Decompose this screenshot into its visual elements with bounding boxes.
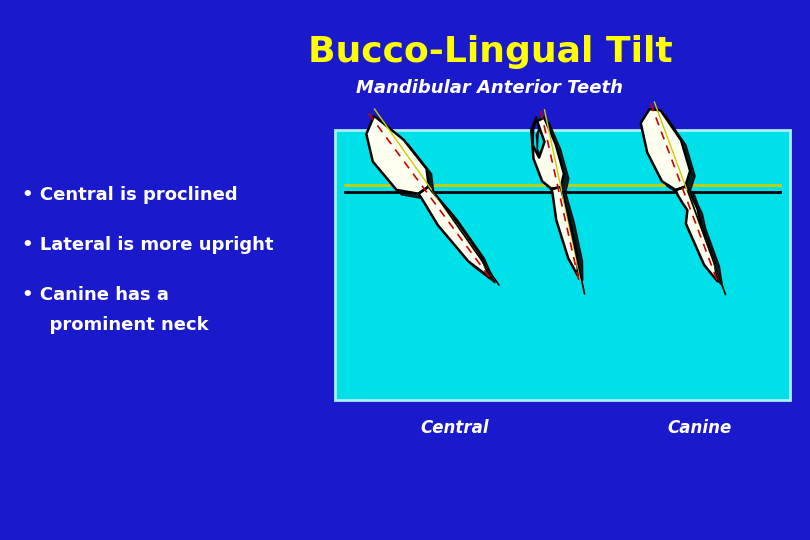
Text: Canine: Canine xyxy=(668,419,732,437)
Text: Bucco-Lingual Tilt: Bucco-Lingual Tilt xyxy=(308,35,672,69)
Polygon shape xyxy=(676,187,718,281)
Polygon shape xyxy=(531,117,564,189)
Text: prominent neck: prominent neck xyxy=(37,316,209,334)
Text: Mandibular Anterior Teeth: Mandibular Anterior Teeth xyxy=(356,79,624,97)
Polygon shape xyxy=(641,109,690,190)
Polygon shape xyxy=(552,187,578,275)
Polygon shape xyxy=(556,192,582,281)
Text: • Central is proclined: • Central is proclined xyxy=(22,186,237,204)
Text: • Canine has a: • Canine has a xyxy=(22,286,168,304)
Polygon shape xyxy=(536,123,569,194)
Polygon shape xyxy=(424,192,495,283)
Text: Central: Central xyxy=(420,419,489,437)
Polygon shape xyxy=(371,121,433,199)
Polygon shape xyxy=(366,116,428,194)
Polygon shape xyxy=(680,192,723,286)
Text: • Lateral is more upright: • Lateral is more upright xyxy=(22,236,274,254)
Polygon shape xyxy=(646,114,695,195)
FancyBboxPatch shape xyxy=(335,130,790,400)
Polygon shape xyxy=(419,186,490,278)
